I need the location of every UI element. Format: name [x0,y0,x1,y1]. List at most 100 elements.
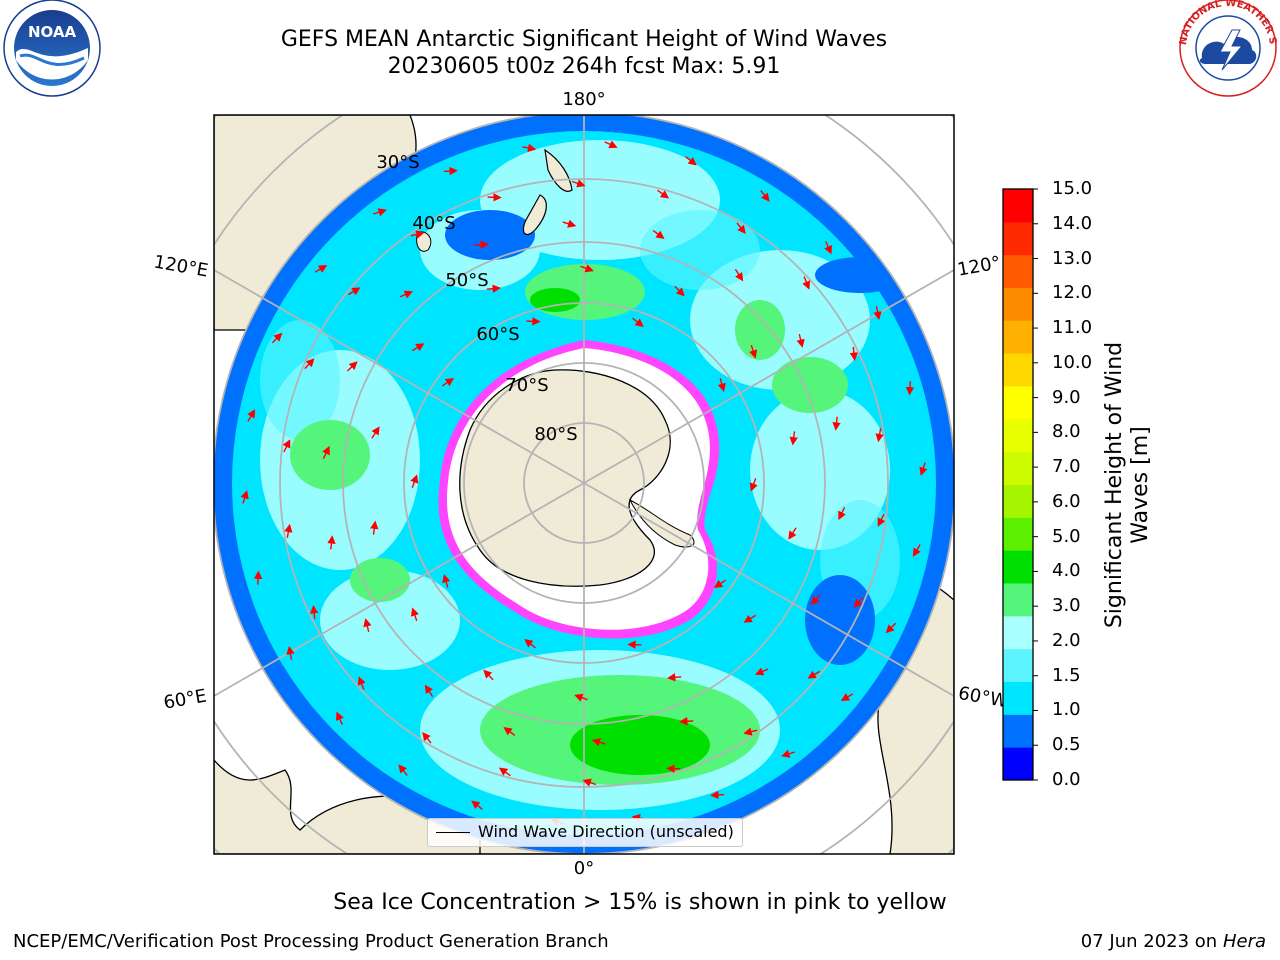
colorbar-segment [1003,353,1033,387]
wind-wave-arrow [667,673,682,682]
wind-wave-arrow [309,605,319,620]
wind-wave-arrow [253,570,263,585]
lat-label-30s: 30°S [376,152,419,173]
colorbar-tick-label: 2.0 [1052,629,1081,651]
wind-wave-arrow [571,179,586,188]
wind-wave-arrow [286,645,295,660]
colorbar-tick-label: 0.5 [1052,734,1081,756]
figure-title: GEFS MEAN Antarctic Significant Height o… [280,27,888,52]
colorbar-segment [1003,484,1033,518]
colorbar-segment [1003,386,1033,420]
wind-wave-arrow [314,264,328,273]
colorbar-title-line1: Significant Height of Wind [1102,341,1127,629]
wind-wave-arrows [240,140,928,826]
colorbar-segment [1003,320,1033,354]
lon-label-120e: 120°E [152,251,210,281]
wind-wave-arrow [743,727,758,736]
colorbar-title-line2: Waves [m] [1128,426,1153,544]
sea-ice-caption: Sea Ice Concentration > 15% is shown in … [333,890,947,915]
colorbar-segment [1003,254,1033,288]
wind-wave-arrow [632,317,644,327]
wind-wave-arrow [840,693,854,702]
lon-label-60w: 60°W [957,683,1010,712]
wind-wave-arrow [522,143,537,153]
noaa-logo: NOAA [3,0,101,97]
colorbar-segment [1003,418,1033,453]
wind-wave-arrow [849,346,859,361]
wind-wave-arrow [441,377,455,387]
figure-subtitle: 20230605 t00z 264h fcst Max: 5.91 [387,54,781,79]
wind-wave-arrow [471,800,483,810]
lat-label-60s: 60°S [476,324,519,345]
wind-wave-arrow [591,738,606,747]
footer-credit: NCEP/EMC/Verification Post Processing Pr… [13,931,609,952]
wind-wave-arrow [832,416,841,431]
colorbar-tick-label: 1.5 [1052,664,1081,686]
lon-label-0: 0° [574,858,594,879]
wind-wave-arrow [760,190,770,202]
wind-wave-arrow [743,614,756,623]
wind-wave-arrow [282,439,291,453]
wind-wave-arrow [905,381,915,396]
colorbar-title: Significant Height of Wind Waves [m] [1102,342,1154,628]
wind-wave-arrow [284,523,293,538]
lat-label-70s: 70°S [505,375,548,396]
colorbar-tick-label: 6.0 [1052,490,1081,512]
colorbar-segment [1003,451,1033,485]
wind-wave-arrow [838,506,846,521]
wind-wave-arrow [372,208,387,217]
colorbar-tick-label: 9.0 [1052,386,1081,408]
colorbar-tick-label: 15.0 [1052,178,1093,199]
wind-wave-arrow [346,361,358,372]
wind-wave-arrow [524,639,536,649]
colorbar-segment [1003,747,1033,781]
wind-wave-arrow [574,693,588,702]
wind-wave-arrow [580,264,594,273]
colorbar-segment [1003,189,1033,223]
lon-label-60e: 60°E [162,685,208,713]
wind-wave-arrow [271,332,283,344]
wind-wave-arrow [410,230,425,239]
new-zealand [522,148,573,235]
colorbar-frame [1002,188,1034,781]
wind-wave-arrow [685,156,697,166]
wind-wave-arrow [370,520,379,535]
wind-wave-arrow [749,478,758,492]
colorbar-segment [1003,714,1033,748]
wind-wave-arrow [873,306,882,321]
wind-wave-arrow [327,535,336,550]
wind-wave-arrow [443,166,458,176]
wind-wave-arrow [483,669,494,681]
wind-wave-arrow [442,574,451,588]
colorbar-tick-label: 10.0 [1052,351,1093,373]
footer-date-text: 07 Jun 2023 on [1080,931,1218,952]
wind-wave-arrow [336,711,344,725]
colorbar-tick-label: 7.0 [1052,456,1081,478]
wind-wave-arrow [412,343,425,352]
colorbar-tick-label: 14.0 [1052,212,1093,234]
wind-wave-arrow [347,287,361,296]
wind-wave-arrow [503,727,516,736]
wind-wave-arrow [562,219,577,228]
wind-wave-arrow [824,241,832,255]
colorbar-tick-label: 12.0 [1052,282,1093,304]
colorbar-tick-label: 8.0 [1052,421,1081,443]
wind-wave-arrow [399,290,413,299]
wind-wave-arrow [582,778,597,787]
wind-wave-arrow [679,717,694,726]
colorbar-segment [1003,517,1033,551]
wind-wave-arrow [736,222,746,234]
wind-wave-arrow [755,667,769,676]
colorbar-tick-label: 5.0 [1052,525,1081,547]
colorbar-segment [1003,287,1033,321]
colorbar-segment [1003,583,1033,617]
noaa-logo-text: NOAA [28,23,77,41]
wind-wave-arrow [877,513,886,527]
colorbar-tick-label: 3.0 [1052,595,1081,617]
wind-wave-arrow [363,618,372,633]
wind-wave-arrow [486,284,501,293]
wind-wave-arrow [424,684,434,697]
wind-wave-arrow [652,230,665,239]
colorbar-tick-label: 1.0 [1052,699,1081,721]
